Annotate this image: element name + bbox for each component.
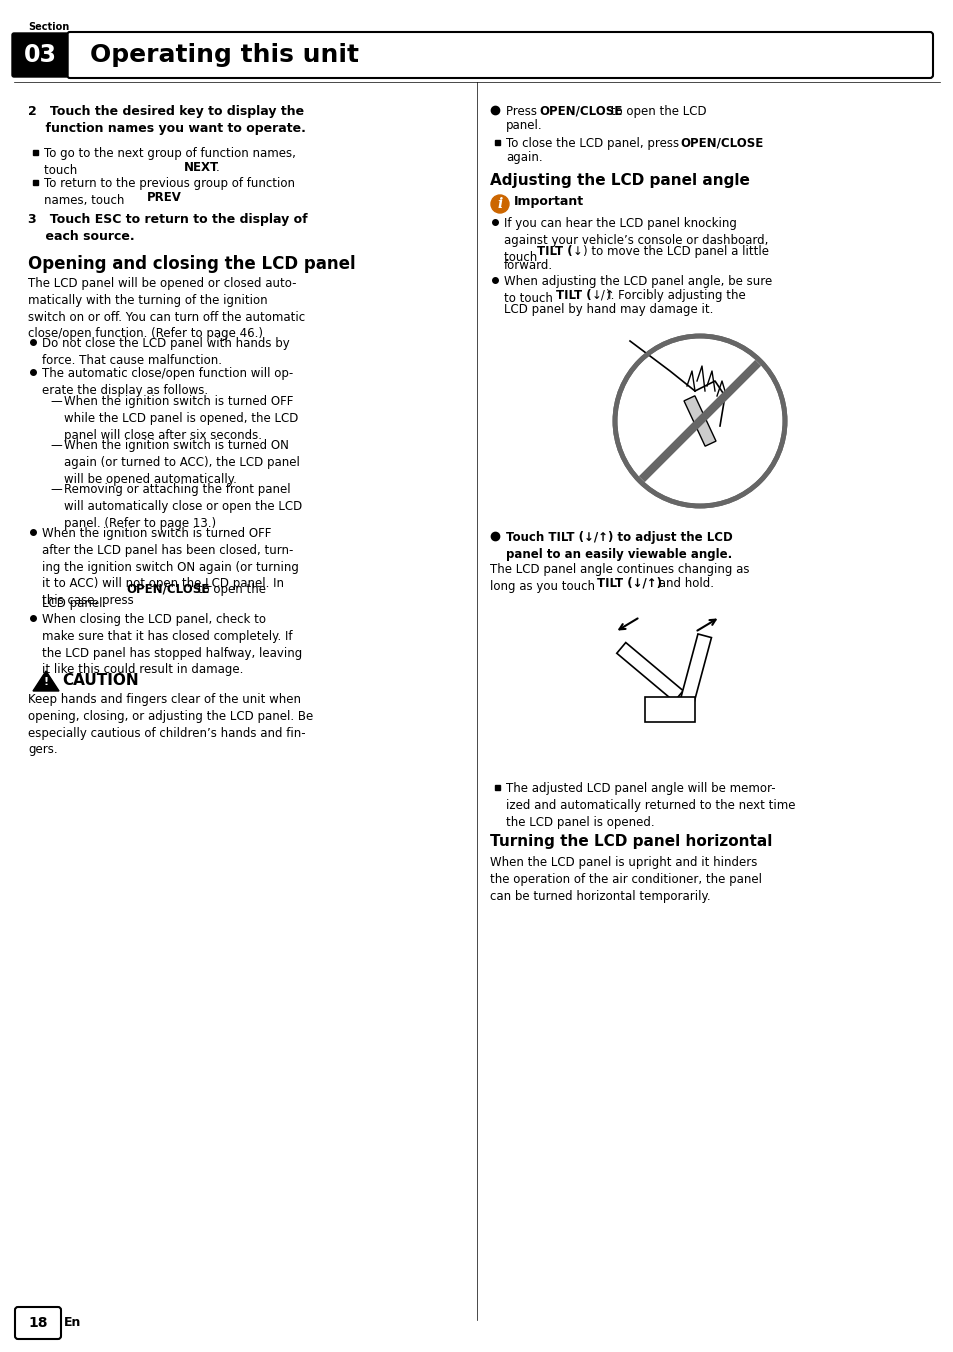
Circle shape [491, 195, 509, 214]
Text: The LCD panel will be opened or closed auto-
matically with the turning of the i: The LCD panel will be opened or closed a… [28, 277, 305, 341]
Text: If you can hear the LCD panel knocking
against your vehicle’s console or dashboa: If you can hear the LCD panel knocking a… [503, 218, 767, 264]
Polygon shape [683, 396, 716, 446]
Text: To return to the previous group of function
names, touch: To return to the previous group of funct… [44, 177, 294, 207]
Bar [644, 698, 695, 722]
Text: PREV: PREV [147, 191, 182, 204]
Text: Operating this unit: Operating this unit [90, 43, 358, 68]
Text: OPEN/CLOSE: OPEN/CLOSE [538, 105, 621, 118]
Text: To close the LCD panel, press: To close the LCD panel, press [505, 137, 682, 150]
Text: LCD panel.: LCD panel. [42, 598, 106, 610]
Text: The automatic close/open function will op-
erate the display as follows.: The automatic close/open function will o… [42, 366, 293, 396]
Text: ) to move the LCD panel a little: ) to move the LCD panel a little [582, 245, 768, 258]
Text: NEXT: NEXT [184, 161, 219, 174]
Text: Adjusting the LCD panel angle: Adjusting the LCD panel angle [490, 173, 749, 188]
Bar [33, 180, 38, 185]
Text: Important: Important [514, 195, 583, 208]
Text: When the ignition switch is turned ON
again (or turned to ACC), the LCD panel
wi: When the ignition switch is turned ON ag… [64, 439, 299, 485]
Text: forward.: forward. [503, 260, 553, 272]
Polygon shape [33, 671, 59, 691]
Text: ). Forcibly adjusting the: ). Forcibly adjusting the [605, 289, 745, 301]
Text: En: En [64, 1317, 81, 1329]
Text: ↓/↑: ↓/↑ [592, 289, 615, 301]
Text: Section: Section [28, 22, 70, 32]
Text: CAUTION: CAUTION [62, 673, 138, 688]
Text: Turning the LCD panel horizontal: Turning the LCD panel horizontal [490, 834, 772, 849]
Circle shape [615, 337, 784, 506]
Text: Keep hands and fingers clear of the unit when
opening, closing, or adjusting the: Keep hands and fingers clear of the unit… [28, 694, 313, 756]
Text: When the ignition switch is turned OFF
while the LCD panel is opened, the LCD
pa: When the ignition switch is turned OFF w… [64, 395, 298, 442]
FancyBboxPatch shape [67, 32, 932, 78]
Text: When closing the LCD panel, check to
make sure that it has closed completely. If: When closing the LCD panel, check to mak… [42, 612, 302, 676]
Text: to open the: to open the [193, 583, 266, 596]
Text: !: ! [44, 677, 49, 687]
Bar [33, 150, 38, 155]
Polygon shape [678, 634, 711, 710]
Text: again.: again. [505, 151, 542, 164]
Text: 2   Touch the desired key to display the
    function names you want to operate.: 2 Touch the desired key to display the f… [28, 105, 306, 135]
Bar [495, 786, 499, 790]
Text: ↓: ↓ [573, 245, 582, 258]
Polygon shape [617, 642, 682, 702]
Text: Opening and closing the LCD panel: Opening and closing the LCD panel [28, 256, 355, 273]
Text: Press: Press [505, 105, 540, 118]
Text: Removing or attaching the front panel
will automatically close or open the LCD
p: Removing or attaching the front panel wi… [64, 483, 302, 530]
Text: OPEN/CLOSE: OPEN/CLOSE [679, 137, 762, 150]
Text: .: . [215, 161, 219, 174]
FancyBboxPatch shape [12, 32, 68, 77]
Text: Do not close the LCD panel with hands by
force. That cause malfunction.: Do not close the LCD panel with hands by… [42, 337, 290, 366]
Text: i: i [497, 197, 502, 211]
Text: .: . [174, 191, 178, 204]
Text: and hold.: and hold. [655, 577, 713, 589]
Text: TILT (: TILT ( [556, 289, 591, 301]
Bar [495, 141, 499, 145]
Text: 18: 18 [29, 1315, 48, 1330]
Text: OPEN/CLOSE: OPEN/CLOSE [126, 583, 209, 596]
Text: Touch TILT (↓/↑) to adjust the LCD
panel to an easily viewable angle.: Touch TILT (↓/↑) to adjust the LCD panel… [505, 531, 732, 561]
FancyBboxPatch shape [15, 1307, 61, 1338]
Text: The LCD panel angle continues changing as
long as you touch: The LCD panel angle continues changing a… [490, 562, 749, 592]
Text: When adjusting the LCD panel angle, be sure
to touch: When adjusting the LCD panel angle, be s… [503, 274, 771, 304]
Text: panel.: panel. [505, 119, 542, 132]
Text: —: — [50, 395, 62, 408]
Text: —: — [50, 439, 62, 452]
Text: 03: 03 [24, 43, 56, 68]
Text: TILT (: TILT ( [537, 245, 572, 258]
Text: When the ignition switch is turned OFF
after the LCD panel has been closed, turn: When the ignition switch is turned OFF a… [42, 527, 298, 607]
Text: 3   Touch ESC to return to the display of
    each source.: 3 Touch ESC to return to the display of … [28, 214, 307, 243]
Text: To go to the next group of function names,
touch: To go to the next group of function name… [44, 147, 295, 177]
Text: TILT (↓/↑): TILT (↓/↑) [597, 577, 661, 589]
Text: —: — [50, 483, 62, 496]
Text: The adjusted LCD panel angle will be memor-
ized and automatically returned to t: The adjusted LCD panel angle will be mem… [505, 781, 795, 829]
Text: When the LCD panel is upright and it hinders
the operation of the air conditione: When the LCD panel is upright and it hin… [490, 856, 761, 903]
Text: LCD panel by hand may damage it.: LCD panel by hand may damage it. [503, 303, 713, 316]
Text: to open the LCD: to open the LCD [606, 105, 706, 118]
